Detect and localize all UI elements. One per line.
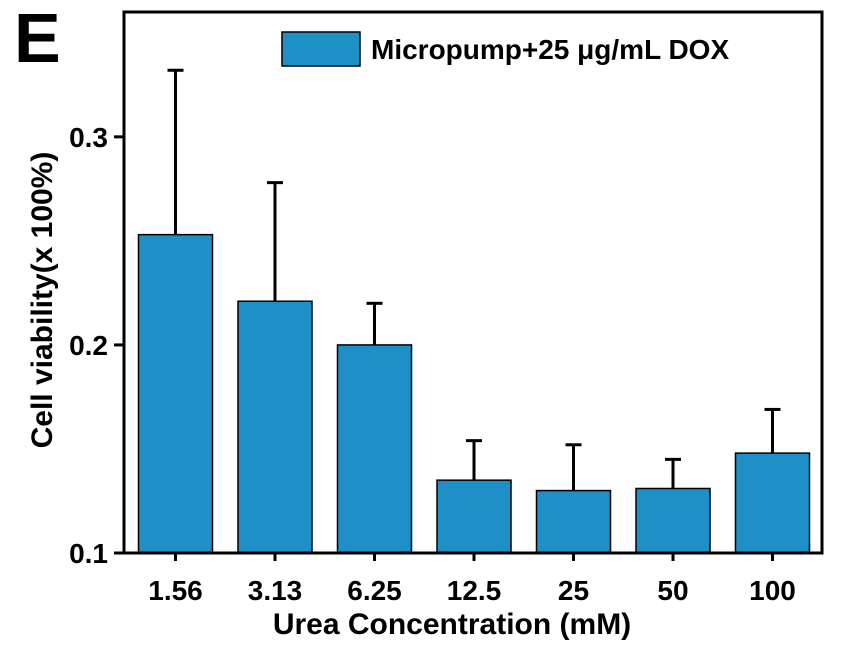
- x-tick-label-50: 50: [657, 575, 688, 606]
- x-tick-label-6.25: 6.25: [347, 575, 402, 606]
- bar-25: [535, 489, 612, 554]
- y-tick-label-0.3: 0.3: [69, 122, 108, 153]
- error-bars-group: [167, 68, 781, 491]
- bars-group: [137, 233, 811, 554]
- x-axis-title: Urea Concentration (mM): [273, 608, 631, 641]
- y-tick-label-0.1: 0.1: [69, 538, 108, 569]
- x-axis: 1.56 3.13 6.25 12.5 25 50 100: [148, 553, 796, 606]
- bar-100: [734, 452, 811, 554]
- y-axis-title: Cell viability(x 100%): [26, 152, 59, 449]
- bar-6.25: [336, 344, 413, 554]
- bar-1.56: [137, 233, 214, 554]
- panel-label: E: [14, 0, 61, 77]
- y-tick-label-0.2: 0.2: [69, 330, 108, 361]
- legend: Micropump+25 μg/mL DOX: [281, 31, 729, 67]
- bar-3.13: [237, 300, 313, 554]
- x-tick-label-1.56: 1.56: [148, 575, 203, 606]
- x-tick-label-25: 25: [558, 575, 589, 606]
- plot-frame: [122, 10, 824, 555]
- bar-50: [635, 487, 711, 554]
- x-tick-label-100: 100: [749, 575, 796, 606]
- x-tick-label-12.5: 12.5: [447, 575, 502, 606]
- legend-swatch: [281, 31, 361, 67]
- y-axis: 0.1 0.2 0.3: [69, 122, 124, 569]
- x-tick-label-3.13: 3.13: [248, 575, 303, 606]
- legend-label: Micropump+25 μg/mL DOX: [371, 34, 729, 65]
- bar-12.5: [436, 479, 512, 554]
